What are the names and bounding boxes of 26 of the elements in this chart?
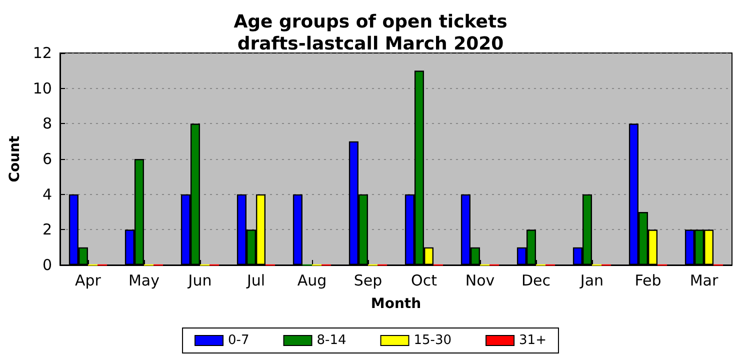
chart-title: Age groups of open tickets drafts-lastcall March 2020 [234, 12, 508, 54]
x-tick-label: Jun [187, 272, 212, 290]
y-tick-label: 4 [42, 185, 52, 204]
x-tick-label: Mar [690, 272, 719, 290]
x-tick-label: Oct [411, 272, 438, 290]
x-tick-label: Sep [354, 272, 382, 290]
y-tick-label: 2 [42, 220, 52, 239]
x-tick-label: Jul [246, 272, 266, 290]
legend-label: 15-30 [414, 333, 452, 348]
x-tick-label: Apr [75, 272, 102, 290]
legend-label: 31+ [519, 333, 546, 348]
y-tick-label: 8 [42, 114, 52, 133]
y-axis-title: Count [7, 135, 23, 182]
legend-label: 0-7 [228, 333, 250, 348]
y-tick-label: 0 [42, 256, 52, 274]
x-axis-title: Month [370, 296, 422, 312]
y-tick-label: 12 [32, 44, 52, 62]
x-tick-label: May [128, 272, 160, 290]
x-tick-label: Aug [297, 272, 327, 290]
x-tick-label: Dec [521, 272, 551, 290]
x-tick-label: Jan [579, 272, 604, 290]
legend-label: 8-14 [316, 333, 346, 348]
y-tick-label: 10 [32, 79, 52, 98]
x-tick-label: Feb [634, 272, 662, 290]
y-tick-label: 6 [42, 150, 52, 168]
x-tick-label: Nov [465, 272, 495, 290]
